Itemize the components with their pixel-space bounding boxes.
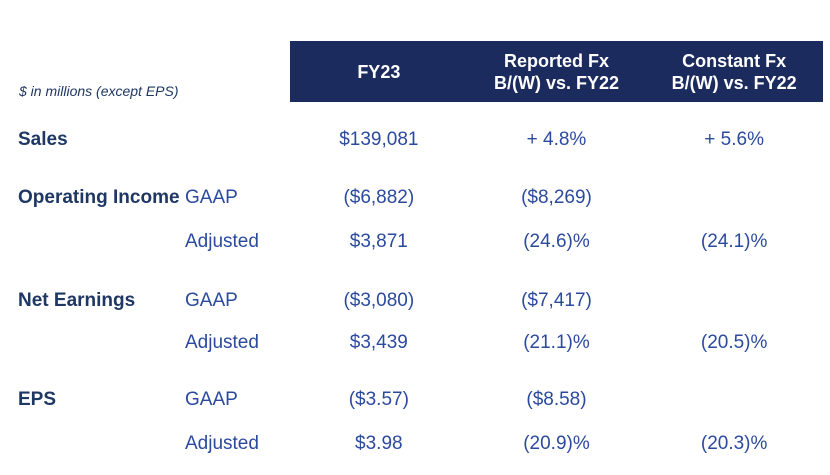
row-sublabel: Adjusted <box>185 433 259 454</box>
value-fy23: $139,081 <box>339 129 419 150</box>
row-sublabel: Adjusted <box>185 231 259 252</box>
row-sublabel: GAAP <box>185 389 238 410</box>
header-constant-fx-line1: Constant Fx <box>682 50 787 71</box>
row-label <box>0 433 185 455</box>
value-reported-fx: (20.9)% <box>523 433 590 454</box>
value-constant-fx: + 5.6% <box>704 129 764 150</box>
value-constant-fx: (20.3)% <box>700 433 768 454</box>
row-sublabel: Adjusted <box>185 332 259 353</box>
table-row-operating-income-adjusted: Adjusted $3,871 (24.6)% (24.1)% <box>0 231 823 253</box>
header-reported-fx-line2: B/(W) vs. FY22 <box>493 72 620 93</box>
header-constant-fx: Constant Fx B/(W) vs. FY22 <box>645 41 823 102</box>
row-label: EPS <box>18 389 57 410</box>
value-reported-fx: ($8.58) <box>526 389 587 410</box>
table-header-band: FY23 Reported Fx B/(W) vs. FY22 Constant… <box>290 41 823 102</box>
header-fy23: FY23 <box>290 41 468 102</box>
table-row-net-earnings-gaap: Net Earnings GAAP ($3,080) ($7,417) <box>0 290 823 312</box>
value-constant-fx: (20.5)% <box>700 332 768 353</box>
header-constant-fx-line2: B/(W) vs. FY22 <box>671 72 797 93</box>
table-row-sales: Sales $139,081 + 4.8% + 5.6% <box>0 129 823 151</box>
value-fy23: ($6,882) <box>343 187 415 208</box>
value-fy23: $3,439 <box>349 332 408 353</box>
value-fy23: ($3,080) <box>343 290 415 311</box>
header-reported-fx: Reported Fx B/(W) vs. FY22 <box>468 41 646 102</box>
value-fy23: $3,871 <box>349 231 408 252</box>
value-reported-fx: ($8,269) <box>521 187 592 208</box>
units-note: $ in millions (except EPS) <box>19 83 179 99</box>
value-constant-fx <box>645 187 823 209</box>
value-fy23: ($3.57) <box>348 389 409 410</box>
row-label: Sales <box>18 129 68 150</box>
row-sublabel: GAAP <box>185 187 238 208</box>
table-row-eps-gaap: EPS GAAP ($3.57) ($8.58) <box>0 389 823 411</box>
row-sublabel <box>185 129 290 151</box>
table-row-net-earnings-adjusted: Adjusted $3,439 (21.1)% (20.5)% <box>0 332 823 354</box>
row-label <box>0 332 185 354</box>
row-label <box>0 231 185 253</box>
row-label: Net Earnings <box>18 290 136 311</box>
value-reported-fx: ($7,417) <box>521 290 592 311</box>
value-reported-fx: + 4.8% <box>526 129 587 150</box>
row-sublabel: GAAP <box>185 290 238 311</box>
table-row-eps-adjusted: Adjusted $3.98 (20.9)% (20.3)% <box>0 433 823 455</box>
value-constant-fx: (24.1)% <box>700 231 768 252</box>
value-reported-fx: (21.1)% <box>523 332 590 353</box>
value-constant-fx <box>645 389 823 411</box>
header-reported-fx-line1: Reported Fx <box>504 50 610 71</box>
value-fy23: $3.98 <box>355 433 403 454</box>
row-label: Operating Income <box>18 187 180 208</box>
value-constant-fx <box>645 290 823 312</box>
value-reported-fx: (24.6)% <box>523 231 590 252</box>
header-fy23-line1: FY23 <box>357 61 401 82</box>
table-row-operating-income-gaap: Operating Income GAAP ($6,882) ($8,269) <box>0 187 823 209</box>
